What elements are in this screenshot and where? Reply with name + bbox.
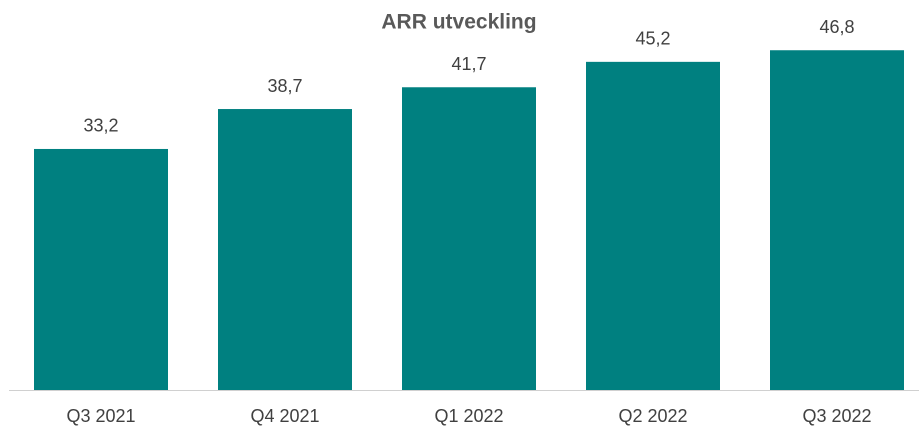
x-tick-label: Q1 2022 — [434, 406, 503, 426]
data-label: 33,2 — [83, 116, 118, 136]
data-label: 45,2 — [635, 29, 670, 49]
bar — [770, 50, 904, 391]
x-tick-label: Q4 2021 — [250, 406, 319, 426]
data-label: 38,7 — [267, 76, 302, 96]
chart-title: ARR utveckling — [381, 11, 536, 34]
data-label: 46,8 — [819, 17, 854, 37]
bar — [34, 148, 168, 390]
bar — [586, 61, 720, 391]
bar — [218, 109, 352, 391]
x-tick-label: Q3 2021 — [66, 406, 135, 426]
x-tick-label: Q3 2022 — [802, 406, 871, 426]
x-tick-label: Q2 2022 — [618, 406, 687, 426]
data-label: 41,7 — [451, 54, 486, 74]
bar — [402, 87, 536, 391]
